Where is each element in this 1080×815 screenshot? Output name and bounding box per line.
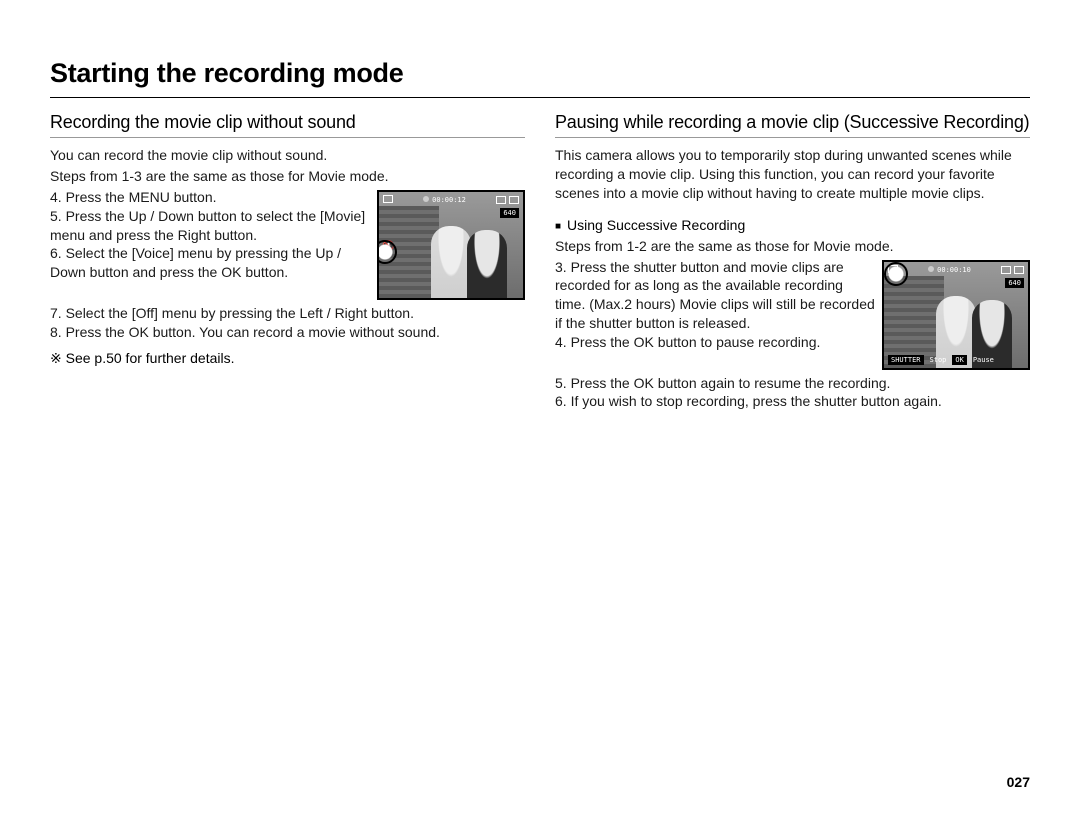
left-intro: You can record the movie clip without so… [50,146,525,165]
lcd-ok-action: Pause [973,356,994,364]
lcd-card-icon [496,196,506,204]
lcd-bottom-bar: SHUTTER Stop OK Pause [888,354,1024,366]
right-step-6: 6. If you wish to stop recording, press … [555,392,1030,411]
left-note: ※ See p.50 for further details. [50,350,525,367]
two-column-layout: Recording the movie clip without sound Y… [50,112,1030,411]
lcd-right-icons [496,196,519,204]
right-section-title: Pausing while recording a movie clip (Su… [555,112,1030,138]
right-lcd-preview: 00:00:10 640 SHUTTER Stop OK Pause [882,260,1030,370]
left-column: Recording the movie clip without sound Y… [50,112,525,411]
lcd-resolution-badge: 640 [500,208,519,218]
lcd-resolution-badge: 640 [1005,278,1024,288]
lcd-card-icon [1001,266,1011,274]
left-step-7: 7. Select the [Off] menu by pressing the… [50,304,525,323]
lcd-right-icons [1001,266,1024,274]
left-section-title: Recording the movie clip without sound [50,112,525,138]
lcd-mode-callout-circle [884,262,908,286]
right-column: Pausing while recording a movie clip (Su… [555,112,1030,411]
right-step-5: 5. Press the OK button again to resume t… [555,374,1030,393]
lcd-timer: 00:00:10 [928,266,971,274]
right-steps-intro: Steps from 1-2 are the same as those for… [555,237,1030,256]
lcd-shutter-action: Stop [930,356,947,364]
left-steps-intro: Steps from 1-3 are the same as those for… [50,167,525,186]
lcd-ok-label: OK [952,355,966,365]
lcd-battery-icon [1014,266,1024,274]
lcd-shutter-label: SHUTTER [888,355,924,365]
lcd-top-bar: 00:00:12 [383,194,519,206]
page-number: 027 [1007,774,1030,790]
lcd-mode-icon [383,195,393,205]
heading-divider [50,97,1030,98]
right-sub-title: Using Successive Recording [555,217,1030,233]
lcd-person-groom [467,230,507,298]
lcd-battery-icon [509,196,519,204]
page-heading: Starting the recording mode [50,58,1030,89]
left-step-8: 8. Press the OK button. You can record a… [50,323,525,342]
lcd-top-bar: 00:00:10 [888,264,1024,276]
lcd-timer: 00:00:12 [423,196,466,204]
lcd-person-bride [431,226,471,298]
left-lcd-preview: 00:00:12 640 🔇 [377,190,525,300]
right-intro: This camera allows you to temporarily st… [555,146,1030,203]
